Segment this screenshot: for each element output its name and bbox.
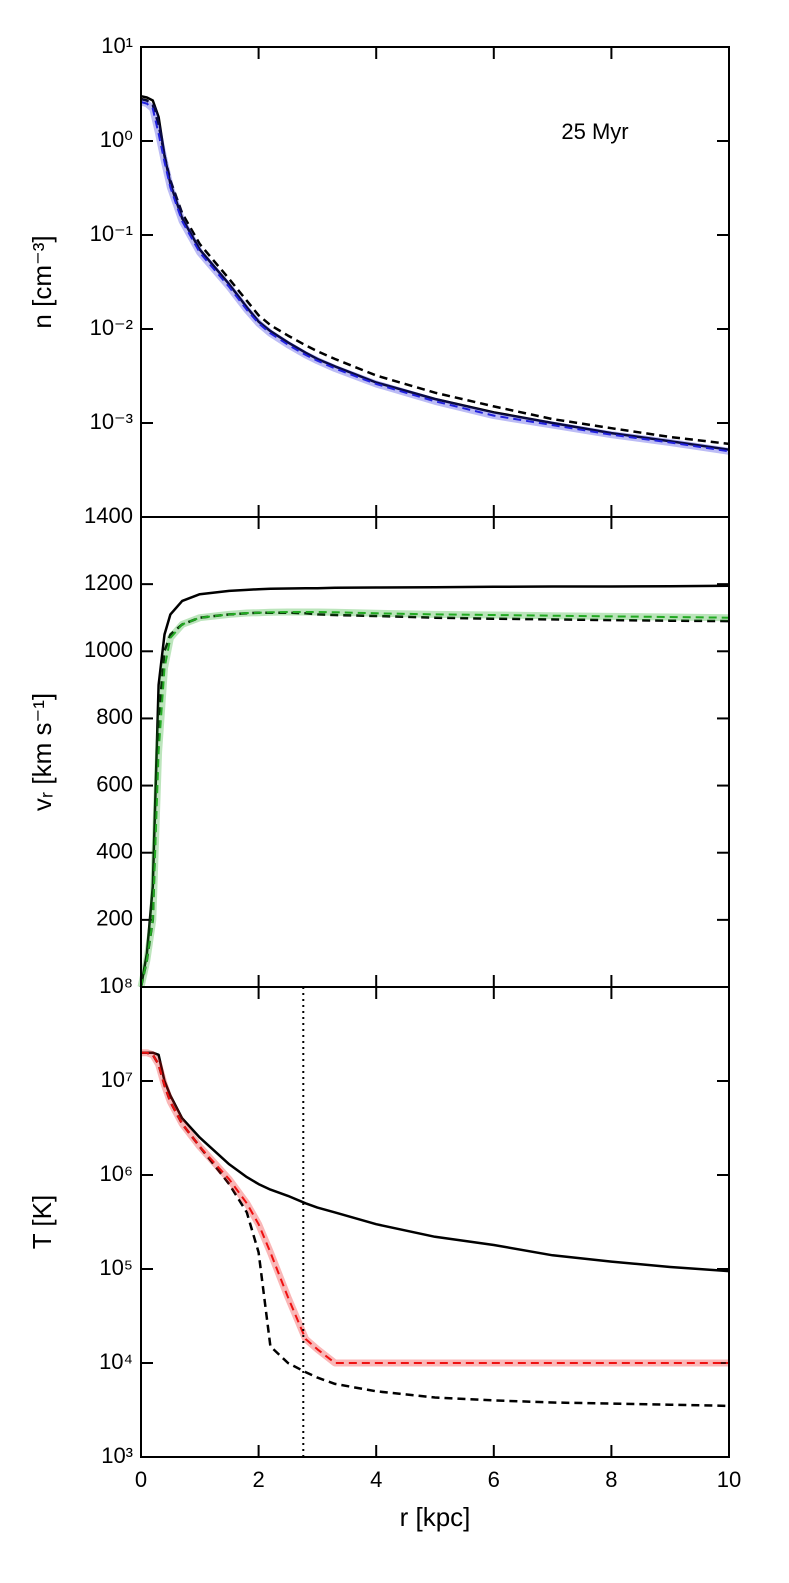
series-line: [141, 1051, 730, 1273]
x-tick-label: 2: [252, 1467, 264, 1492]
x-tick-label: 8: [605, 1467, 617, 1492]
series-line: [141, 1051, 730, 1408]
x-tick-label: 6: [488, 1467, 500, 1492]
series-line: [140, 101, 730, 453]
y-tick-label: 1400: [84, 503, 133, 528]
y-tick-label: 10¹: [101, 33, 133, 58]
series-line: [140, 611, 730, 988]
series-line: [141, 1051, 729, 1364]
y-tick-label: 10⁵: [99, 1255, 133, 1280]
x-axis-label: r [kpc]: [400, 1502, 471, 1532]
y-tick-label: 600: [96, 771, 133, 796]
y-tick-label: 10⁸: [99, 973, 133, 998]
y-tick-label: 400: [96, 839, 133, 864]
y-tick-label: 10⁴: [99, 1349, 133, 1374]
series-line: [139, 584, 730, 988]
series-band: [137, 608, 730, 988]
x-tick-label: 0: [135, 1467, 147, 1492]
series-band: [140, 98, 730, 455]
y-axis-label: T [K]: [27, 1195, 57, 1249]
series-line: [140, 97, 730, 446]
series-band: [141, 1049, 729, 1367]
y-tick-label: 1200: [84, 570, 133, 595]
y-tick-label: 10⁻²: [90, 315, 133, 340]
plot-frame: [140, 986, 730, 1458]
y-axis-label: n [cm⁻³]: [27, 235, 57, 328]
y-tick-label: 10⁻³: [90, 409, 133, 434]
y-tick-label: 10⁶: [99, 1161, 133, 1186]
y-tick-label: 1000: [84, 637, 133, 662]
y-axis-label: vᵣ [km s⁻¹]: [27, 693, 57, 811]
y-tick-label: 10⁰: [100, 127, 133, 152]
y-tick-label: 200: [96, 906, 133, 931]
series-line: [139, 611, 730, 988]
y-tick-label: 10⁻¹: [90, 221, 133, 246]
y-tick-label: 10⁷: [101, 1067, 133, 1092]
series-line: [140, 94, 730, 451]
y-tick-label: 800: [96, 704, 133, 729]
x-tick-label: 10: [717, 1467, 741, 1492]
x-tick-label: 4: [370, 1467, 382, 1492]
y-tick-label: 10³: [101, 1443, 133, 1468]
annotation: 25 Myr: [561, 119, 628, 144]
